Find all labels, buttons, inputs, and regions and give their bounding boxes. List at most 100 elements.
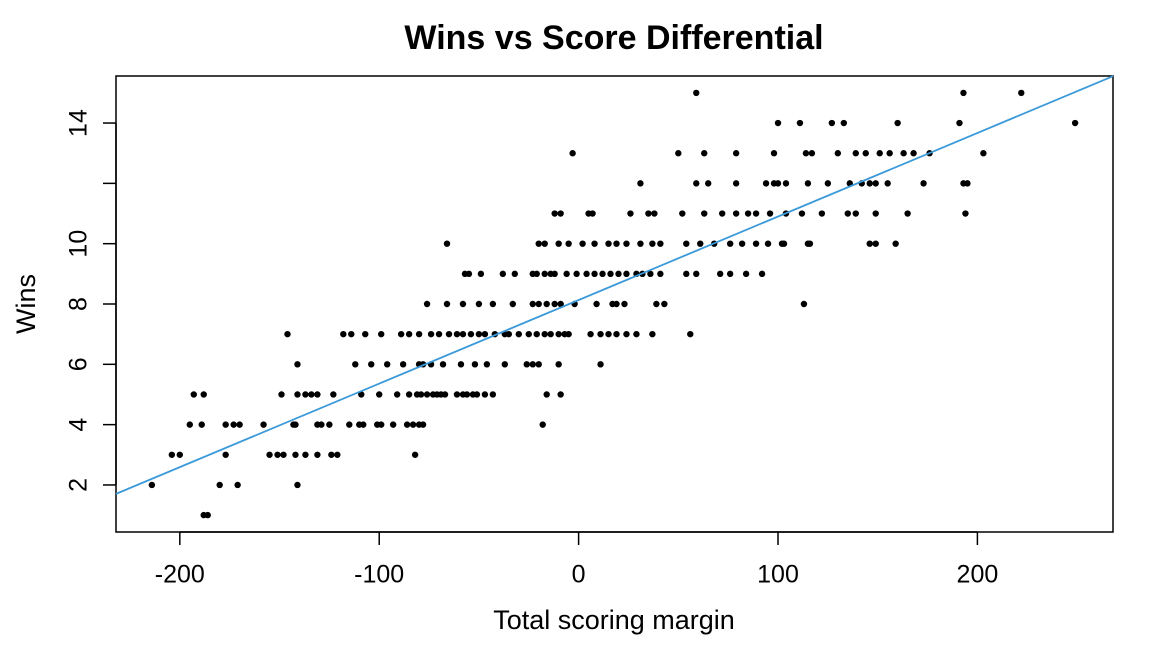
point xyxy=(573,270,580,278)
point xyxy=(964,180,971,187)
point xyxy=(541,270,548,278)
point xyxy=(647,270,654,278)
point xyxy=(483,361,491,368)
point xyxy=(852,150,859,157)
point xyxy=(651,210,658,217)
point xyxy=(234,481,241,489)
y-tick-label: 2 xyxy=(65,478,93,492)
point xyxy=(266,451,273,458)
point xyxy=(415,330,423,338)
point xyxy=(555,240,562,247)
point xyxy=(274,451,281,458)
point xyxy=(535,361,542,368)
point xyxy=(376,391,383,398)
point xyxy=(459,300,467,308)
point xyxy=(579,240,586,247)
point xyxy=(693,270,700,278)
point xyxy=(597,361,604,368)
point xyxy=(557,210,564,217)
point xyxy=(872,210,879,217)
point xyxy=(302,451,309,458)
point xyxy=(701,210,708,217)
point xyxy=(471,361,479,368)
point xyxy=(423,300,431,308)
trend-line xyxy=(115,75,1114,495)
point xyxy=(294,361,301,368)
point xyxy=(605,240,612,247)
point xyxy=(593,300,600,308)
point xyxy=(302,391,309,398)
point xyxy=(637,240,644,247)
point xyxy=(693,180,700,187)
point xyxy=(360,421,367,428)
point xyxy=(340,330,347,338)
point xyxy=(599,270,606,278)
point xyxy=(824,180,832,187)
point xyxy=(555,330,562,338)
point xyxy=(535,300,542,308)
point xyxy=(613,300,620,308)
point xyxy=(844,210,851,217)
point xyxy=(439,361,447,368)
point xyxy=(591,240,598,247)
point xyxy=(383,361,391,368)
point xyxy=(294,391,301,398)
point xyxy=(403,421,411,428)
point xyxy=(726,240,734,247)
point xyxy=(613,330,620,338)
point xyxy=(589,210,596,217)
x-tick-label: -200 xyxy=(155,561,205,589)
x-axis-title: Total scoring margin xyxy=(493,605,735,635)
point xyxy=(705,180,712,187)
point xyxy=(168,451,176,458)
point xyxy=(529,361,536,368)
point xyxy=(539,421,546,428)
point xyxy=(591,270,598,278)
point xyxy=(904,210,911,217)
point xyxy=(523,361,530,368)
point xyxy=(866,180,873,187)
point xyxy=(443,240,451,247)
point xyxy=(1071,119,1079,127)
point xyxy=(457,361,465,368)
y-tick-label: 10 xyxy=(65,230,93,258)
point xyxy=(587,330,594,338)
point xyxy=(732,210,740,217)
point xyxy=(732,180,740,187)
point xyxy=(862,150,869,157)
y-tick-label: 8 xyxy=(65,297,93,311)
point xyxy=(541,240,548,247)
y-tick-label: 14 xyxy=(65,109,93,137)
point xyxy=(649,240,656,247)
point xyxy=(770,150,778,157)
point xyxy=(481,391,489,398)
x-tick-label: 0 xyxy=(572,561,586,589)
point xyxy=(515,330,522,338)
point xyxy=(752,210,760,217)
point xyxy=(334,451,341,458)
point xyxy=(318,421,325,428)
point xyxy=(884,180,891,187)
point xyxy=(557,300,564,308)
point xyxy=(423,391,431,398)
point xyxy=(467,330,475,338)
point xyxy=(683,240,690,247)
point xyxy=(782,180,790,187)
point xyxy=(726,270,734,278)
point xyxy=(505,330,513,338)
point xyxy=(834,150,842,157)
point xyxy=(732,150,740,157)
point xyxy=(852,210,859,217)
point xyxy=(378,330,385,338)
point xyxy=(419,421,427,428)
point xyxy=(260,421,267,428)
point xyxy=(764,240,772,247)
point xyxy=(886,150,893,157)
point xyxy=(679,210,686,217)
point xyxy=(525,330,532,338)
point xyxy=(798,210,806,217)
point xyxy=(368,361,375,368)
point xyxy=(738,240,746,247)
